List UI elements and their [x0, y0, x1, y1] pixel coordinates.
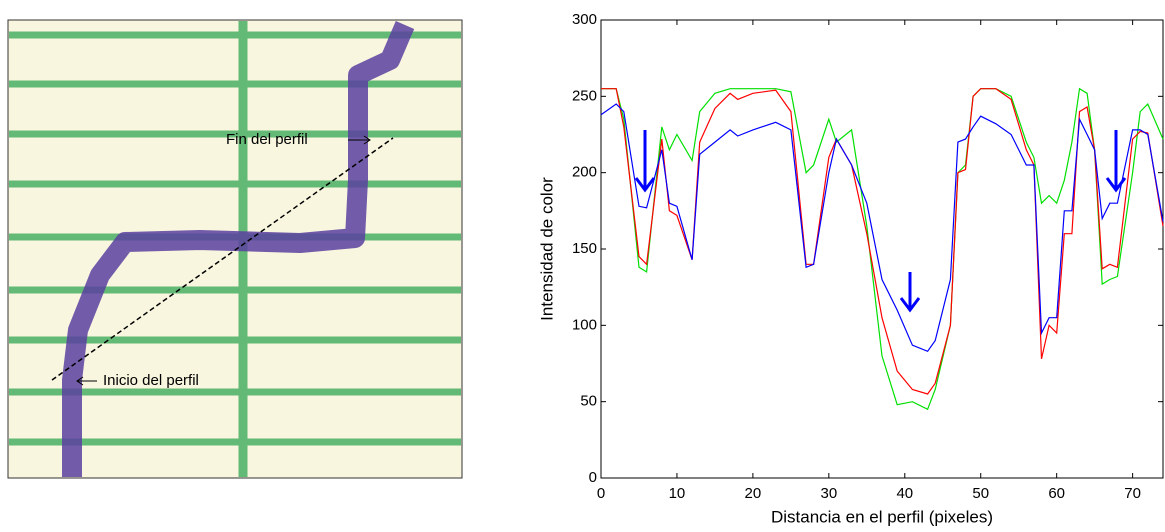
plot: Intensidad de color Distancia en el perf…: [537, 177, 993, 527]
series-line: [600, 103, 1164, 353]
y-tick-label: 300: [572, 11, 597, 28]
start-arrow: [76, 376, 97, 386]
ink-stroke: [62, 21, 415, 477]
y-tick-label: 0: [589, 469, 597, 486]
end-label: Fin del perfil: [226, 131, 308, 148]
x-axis-label: Distancia en el perfil (pixeles): [771, 507, 993, 526]
x-tick-label: 20: [745, 485, 762, 502]
profile-line: [51, 137, 394, 381]
annotation-arrow: [1105, 130, 1127, 193]
series-line: [601, 87, 1164, 411]
annotation-arrow: [634, 130, 656, 193]
plot-frame: [600, 19, 1164, 479]
end-arrow: [348, 135, 371, 145]
x-tick-label: 10: [669, 485, 686, 502]
x-tick-label: 70: [1124, 485, 1141, 502]
x-tick-label: 50: [972, 485, 989, 502]
y-tick-label: 50: [580, 393, 597, 410]
y-tick-label: 250: [572, 87, 597, 104]
y-axis-label: Intensidad de color: [537, 177, 556, 321]
y-tick-label: 150: [572, 240, 597, 257]
x-tick-label: 0: [597, 485, 605, 502]
start-label: Inicio del perfil: [103, 372, 199, 389]
x-tick-label: 40: [896, 485, 913, 502]
image-panel: Fin del perfil Inicio del perfil: [7, 19, 463, 479]
y-tick-label: 100: [572, 316, 597, 333]
y-tick-label: 200: [572, 164, 597, 181]
x-tick-label: 30: [820, 485, 837, 502]
x-tick-label: 60: [1048, 485, 1065, 502]
annotation-arrow: [899, 272, 921, 313]
